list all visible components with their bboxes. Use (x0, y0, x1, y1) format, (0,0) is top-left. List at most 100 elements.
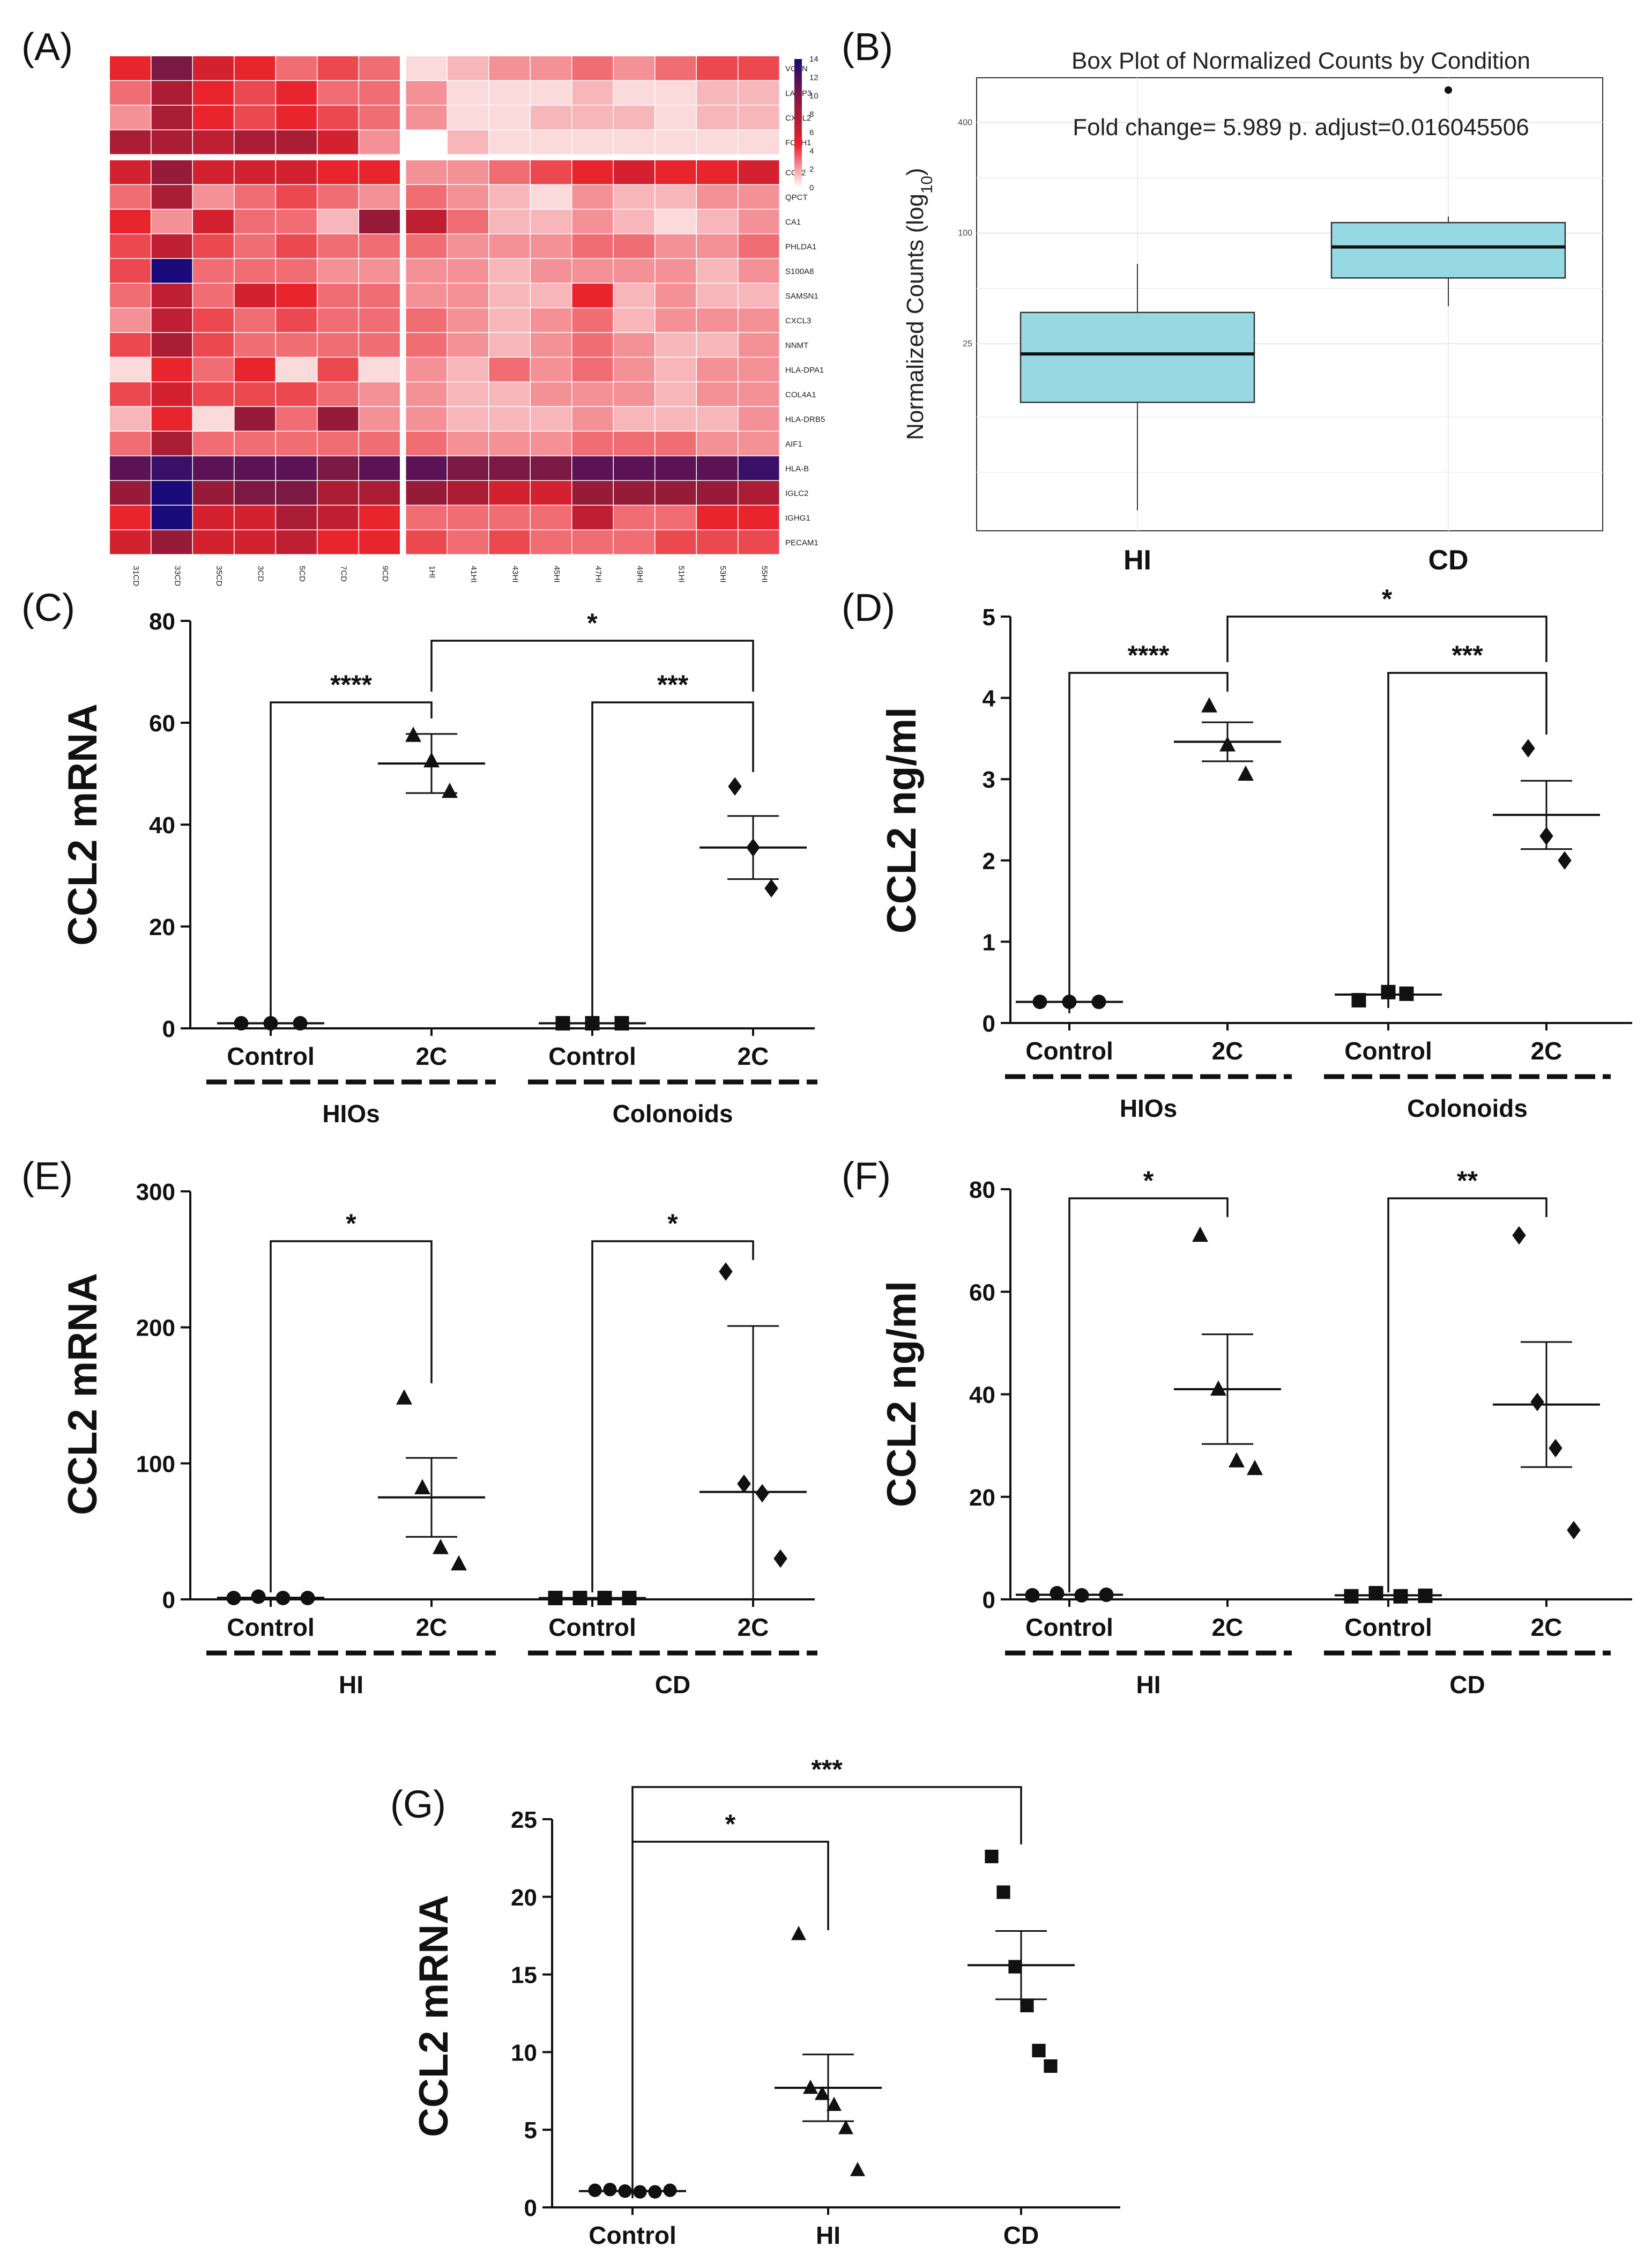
heatmap-cell (317, 308, 359, 332)
heatmap-cell (110, 130, 151, 154)
heatmap-cell (738, 382, 779, 406)
group-label: CD (655, 1671, 690, 1699)
heatmap-cell (406, 259, 447, 283)
heatmap-cell (234, 382, 276, 406)
heatmap-cell (738, 81, 779, 105)
heatmap-cell (489, 333, 530, 357)
panel-b-boxplot: (B) 25 100 400 HI CD Box Plot of Normalized C… (842, 26, 1603, 576)
heatmap-cell (489, 185, 530, 209)
heatmap-cell (655, 481, 696, 505)
heatmap-cell (317, 106, 359, 130)
heatmap-cell (359, 185, 400, 209)
heatmap-cell (489, 81, 530, 105)
data-point (850, 2162, 865, 2176)
heatmap-cell (406, 56, 447, 80)
heatmap-cell (738, 130, 779, 154)
significance-bracket (1387, 672, 1547, 1008)
heatmap-cell (614, 81, 654, 105)
heatmap-cell (110, 284, 151, 308)
heatmap-cell (317, 284, 359, 308)
heatmap-cell (359, 407, 400, 431)
heatmap-cell (193, 432, 234, 456)
heatmap-cell (489, 259, 530, 283)
heatmap-cell (614, 407, 654, 431)
heatmap-row-label: HLA-B (785, 464, 809, 473)
heatmap-cell (697, 106, 738, 130)
data-point (791, 1925, 806, 1940)
colorbar-tick-label: 14 (809, 55, 818, 64)
heatmap-cell (738, 284, 779, 308)
significance-bracket (430, 640, 754, 692)
heatmap-cell (193, 382, 234, 406)
annotation: Fold change= 5.989 p. adjust=0.016045506 (1073, 114, 1529, 140)
heatmap-cell (234, 308, 276, 332)
y-tick-label: 60 (969, 1279, 995, 1306)
heatmap-cell (317, 130, 359, 154)
data-point (1201, 697, 1217, 713)
heatmap-cell (406, 308, 447, 332)
heatmap-cell (697, 506, 738, 530)
significance-stars: *** (811, 1754, 843, 1784)
heatmap-cell (359, 358, 400, 382)
x-category-label: Control (1344, 1037, 1432, 1065)
panel-letter-e: (E) (21, 1155, 73, 1198)
heatmap-cell (276, 382, 317, 406)
heatmap-row-label: HLA-DRB5 (785, 415, 825, 424)
heatmap-cell (151, 130, 192, 154)
heatmap-cell (655, 259, 696, 283)
y-tick-label: 5 (524, 2117, 537, 2144)
heatmap-cell (572, 130, 613, 154)
box-cd (1330, 221, 1566, 279)
heatmap-cell (151, 432, 192, 456)
heatmap-cell (110, 210, 151, 234)
significance-bracket (1226, 616, 1547, 662)
y-tick-label: 2 (983, 848, 995, 874)
heatmap-cell (489, 456, 530, 480)
heatmap-cell (151, 234, 192, 258)
heatmap-cell (448, 160, 488, 184)
heatmap-cell (614, 210, 654, 234)
y-axis-label: CCL2 ng/ml (879, 1281, 925, 1507)
heatmap-cell (406, 160, 447, 184)
heatmap-cell (110, 506, 151, 530)
heatmap-cell (359, 106, 400, 130)
data-point (1050, 1586, 1065, 1601)
heatmap-cell (738, 234, 779, 258)
colorbar (794, 59, 802, 188)
heatmap-cell (317, 234, 359, 258)
heatmap-cell (697, 456, 738, 480)
heatmap-cell (317, 56, 359, 80)
heatmap-cell (448, 358, 488, 382)
x-category-label: Control (1025, 1613, 1113, 1641)
heatmap-cell (614, 358, 654, 382)
x-category-label: Control (1025, 1037, 1113, 1065)
heatmap-cell (317, 160, 359, 184)
data-point (1558, 851, 1572, 870)
heatmap-cell (406, 106, 447, 130)
heatmap-cell (572, 106, 613, 130)
significance-stars: * (1143, 1166, 1154, 1196)
heatmap-cell (531, 530, 571, 554)
heatmap-cell (697, 481, 738, 505)
heatmap-cell (234, 210, 276, 234)
heatmap-cell (489, 160, 530, 184)
colorbar-tick-label: 10 (809, 92, 818, 101)
data-point (603, 2183, 617, 2197)
heatmap-cell (406, 382, 447, 406)
heatmap-cell (655, 456, 696, 480)
heatmap-cell (276, 185, 317, 209)
heatmap-cell (738, 106, 779, 130)
panel-letter-f: (F) (842, 1155, 891, 1198)
heatmap-cell (572, 333, 613, 357)
heatmap-cell (151, 506, 192, 530)
x-category-label: HI (816, 2221, 840, 2249)
y-tick-label: 0 (524, 2195, 537, 2221)
heatmap-cell (234, 130, 276, 154)
heatmap-cell (317, 210, 359, 234)
heatmap-cell (110, 481, 151, 505)
heatmap-cell (614, 284, 654, 308)
data-point (719, 1262, 733, 1281)
heatmap-cell (697, 358, 738, 382)
panel-d-scatter: (D) 0 1 2 3 4 5 Control 2C Control 2C CCL2 ng/ml HI… (842, 584, 1632, 1122)
heatmap-cell (276, 481, 317, 505)
